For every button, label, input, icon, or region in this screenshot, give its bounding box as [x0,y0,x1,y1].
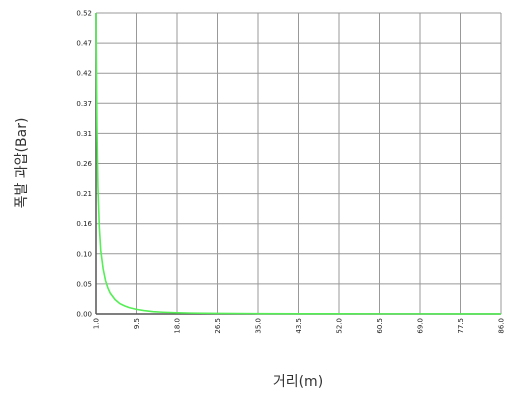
overpressure-series-line [95,12,501,315]
x-tick-label: 9.5 [133,318,141,329]
y-tick-label: 0.10 [76,250,92,258]
y-tick-label: 0.00 [76,311,92,319]
x-tick-label: 35.0 [255,318,263,334]
y-axis-label: 폭발 과압(Bar) [14,118,30,209]
series-layer [95,12,501,315]
y-tick-labels: 0.00 0.05 0.10 0.16 0.21 0.26 0.31 0.37 0.42 0.47… [76,10,92,319]
y-tick-label: 0.05 [76,280,92,288]
y-tick-label: 0.21 [76,190,92,198]
x-tick-label: 86.0 [498,318,506,334]
x-tick-label: 69.0 [417,318,425,334]
x-tick-label: 52.0 [336,318,344,334]
y-tick-label: 0.16 [76,220,92,228]
y-tick-label: 0.37 [76,100,92,108]
x-tick-label: 43.5 [295,318,303,334]
y-tick-label: 0.52 [76,10,92,18]
y-tick-label: 0.47 [76,40,92,48]
x-tick-label: 77.5 [457,318,465,334]
x-axis-label: 거리(m) [273,374,323,390]
x-tick-label: 1.0 [93,318,101,329]
y-tick-label: 0.26 [76,160,92,168]
y-tick-label: 0.31 [76,130,92,138]
x-tick-label: 18.0 [174,318,182,334]
x-tick-label: 60.5 [376,318,384,334]
grid-lines [95,12,502,315]
x-tick-labels: 1.0 9.5 18.0 26.5 35.0 43.5 52.0 60.5 69.0 77.5 86… [93,318,506,334]
x-tick-label: 26.5 [214,318,222,334]
y-tick-label: 0.42 [76,70,92,78]
